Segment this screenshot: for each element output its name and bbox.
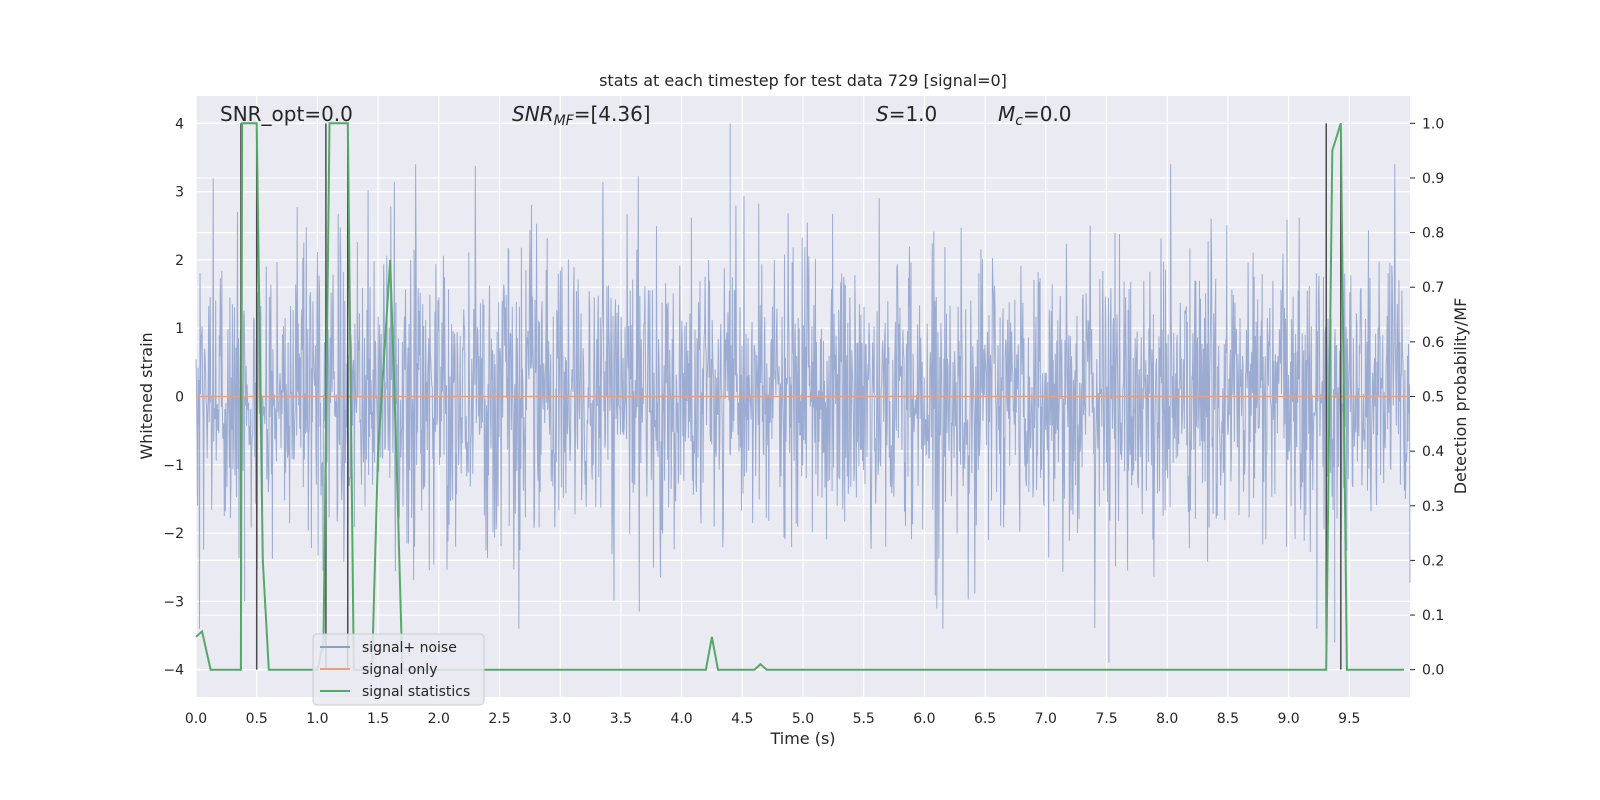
y-tick-label-right: 0.8 — [1422, 226, 1444, 242]
x-tick-label: 0.0 — [185, 711, 207, 727]
legend-label-noise: signal+ noise — [362, 640, 457, 656]
y-axis-label-left: Whitened strain — [137, 332, 156, 459]
x-tick-label: 8.0 — [1156, 711, 1178, 727]
y-tick-label-right: 0.7 — [1422, 280, 1444, 296]
y-tick-label-left: −4 — [163, 663, 184, 679]
y-tick-label-left: 3 — [175, 185, 184, 201]
y-tick-label-right: 0.4 — [1422, 444, 1444, 460]
annotation-s: S=1.0 — [876, 102, 937, 126]
x-tick-labels: 0.0 0.5 1.0 1.5 2.0 2.5 3.0 3.5 4.0 4.5 5.0 5.5 6.0 6… — [185, 711, 1361, 727]
y-tick-label-left: 2 — [175, 253, 184, 269]
x-tick-label: 1.5 — [367, 711, 389, 727]
legend-label-statistics: signal statistics — [362, 684, 470, 700]
y-tick-label-left: −1 — [163, 458, 184, 474]
y-tick-label-right: 0.3 — [1422, 499, 1444, 515]
x-axis-label: Time (s) — [769, 729, 835, 748]
y-tick-label-right: 0.5 — [1422, 390, 1444, 406]
legend-label-signal: signal only — [362, 662, 437, 678]
x-tick-label: 2.0 — [428, 711, 450, 727]
x-tick-label: 3.0 — [549, 711, 571, 727]
signal-noise-trace — [195, 123, 1411, 663]
annotation-snr-mf: SNRMF=[4.36] — [512, 102, 651, 129]
y-tick-label-right: 0.6 — [1422, 335, 1444, 351]
y-tick-label-left: 0 — [175, 390, 184, 406]
y-tick-label-right: 0.0 — [1422, 663, 1444, 679]
legend: signal+ noise signal only signal statist… — [312, 633, 485, 706]
x-tick-label: 4.0 — [670, 711, 692, 727]
x-tick-label: 6.0 — [913, 711, 935, 727]
y-tick-label-right: 0.9 — [1422, 171, 1444, 187]
annotation-mc: Mc=0.0 — [998, 102, 1072, 129]
y-axis-label-right: Detection probability/MF — [1451, 298, 1470, 495]
x-tick-label: 5.0 — [792, 711, 814, 727]
y-tick-label-left: −3 — [163, 594, 184, 610]
x-tick-label: 9.0 — [1277, 711, 1299, 727]
signal-noise-series — [195, 123, 1411, 663]
x-tick-label: 2.5 — [488, 711, 510, 727]
x-tick-label: 6.5 — [974, 711, 996, 727]
x-tick-label: 7.0 — [1035, 711, 1057, 727]
y-tick-labels-right: 1.0 0.9 0.8 0.7 0.6 0.5 0.4 0.3 0.2 0.1 0.0 — [1422, 116, 1444, 678]
x-tick-label: 0.5 — [246, 711, 268, 727]
x-tick-label: 1.0 — [306, 711, 328, 727]
y-tick-labels-left: 4 3 2 1 0 −1 −2 −3 −4 — [163, 116, 184, 678]
y-tick-label-left: 1 — [175, 321, 184, 337]
y-tick-label-right: 0.2 — [1422, 553, 1444, 569]
y-tick-label-right: 0.1 — [1422, 608, 1444, 624]
annotation-snr-opt: SNR_opt=0.0 — [220, 102, 353, 126]
x-tick-label: 7.5 — [1095, 711, 1117, 727]
chart-title: stats at each timestep for test data 729… — [599, 71, 1007, 90]
x-tick-label: 8.5 — [1217, 711, 1239, 727]
legend-box — [312, 633, 485, 706]
x-tick-label: 9.5 — [1338, 711, 1360, 727]
x-tick-label: 4.5 — [731, 711, 753, 727]
y-tick-label-right: 1.0 — [1422, 116, 1444, 132]
y-tick-label-left: −2 — [163, 526, 184, 542]
x-tick-label: 3.5 — [610, 711, 632, 727]
x-tick-label: 5.5 — [853, 711, 875, 727]
y-tick-label-left: 4 — [175, 116, 184, 132]
